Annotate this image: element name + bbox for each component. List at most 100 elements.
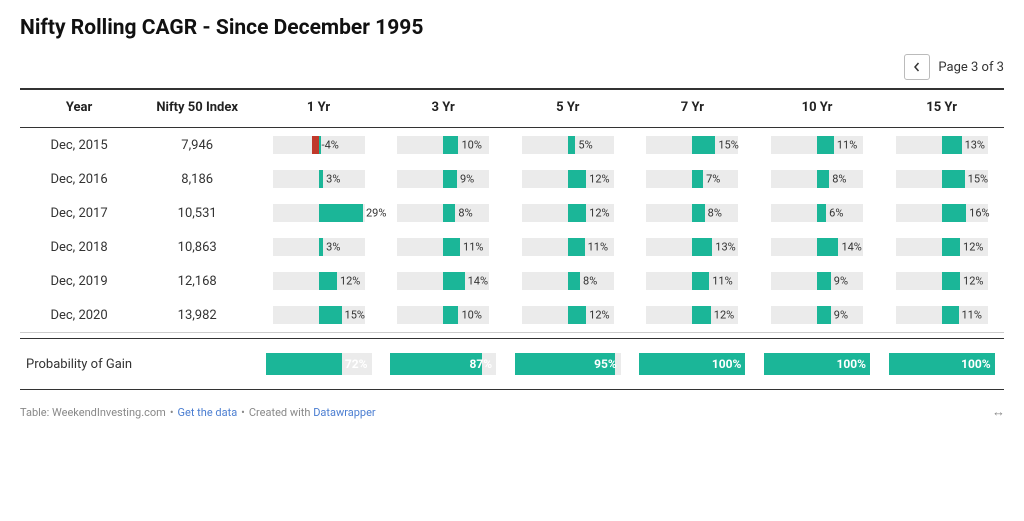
cell-bar: 29%: [256, 196, 381, 230]
footer-sep: •: [241, 406, 245, 419]
cell-year: Dec, 2017: [20, 196, 138, 230]
col-3yr: 3 Yr: [381, 89, 506, 128]
mini-bar-label: 8%: [832, 173, 846, 186]
cell-bar: 14%: [381, 264, 506, 298]
mini-bar-label: 11%: [463, 241, 483, 254]
probability-bar: 95%: [515, 353, 621, 375]
probability-bar: 87%: [390, 353, 496, 375]
mini-bar-label: 11%: [712, 275, 732, 288]
mini-bar-label: 3%: [326, 241, 340, 254]
mini-bar: 11%: [397, 238, 489, 256]
cell-index: 7,946: [138, 128, 256, 163]
probability-label: Probability of Gain: [20, 339, 138, 390]
probability-cell: 100%: [630, 339, 755, 390]
col-year: Year: [20, 89, 138, 128]
mini-bar-label: 9%: [834, 275, 848, 288]
mini-bar-label: 8%: [583, 275, 597, 288]
mini-bar: 9%: [771, 272, 863, 290]
probability-cell: 72%: [256, 339, 381, 390]
mini-bar-label: 29%: [366, 207, 386, 220]
probability-cell: 100%: [879, 339, 1004, 390]
mini-bar-label: 9%: [834, 309, 848, 322]
created-with-link[interactable]: Datawrapper: [313, 406, 375, 419]
probability-bar: 100%: [764, 353, 870, 375]
mini-bar: 11%: [771, 136, 863, 154]
col-10yr: 10 Yr: [755, 89, 880, 128]
cell-bar: 11%: [630, 264, 755, 298]
embed-icon[interactable]: ↔: [992, 404, 1004, 420]
mini-bar: 15%: [273, 306, 365, 324]
table-row: Dec, 20157,946-4%10%5%15%11%13%: [20, 128, 1004, 163]
mini-bar-label: 7%: [706, 173, 720, 186]
cell-bar: 12%: [505, 162, 630, 196]
cell-bar: 8%: [755, 162, 880, 196]
mini-bar-label: 5%: [578, 139, 592, 152]
cell-year: Dec, 2018: [20, 230, 138, 264]
mini-bar-label: 8%: [708, 207, 722, 220]
cell-bar: 8%: [505, 264, 630, 298]
get-data-link[interactable]: Get the data: [178, 406, 238, 419]
mini-bar-label: 11%: [588, 241, 608, 254]
mini-bar: 29%: [273, 204, 365, 222]
cell-year: Dec, 2019: [20, 264, 138, 298]
mini-bar: 13%: [896, 136, 988, 154]
mini-bar: 3%: [273, 170, 365, 188]
mini-bar: 12%: [646, 306, 738, 324]
mini-bar-label: -4%: [322, 139, 339, 152]
mini-bar: 8%: [646, 204, 738, 222]
cell-index: 12,168: [138, 264, 256, 298]
cell-bar: 9%: [755, 264, 880, 298]
mini-bar: 13%: [646, 238, 738, 256]
cell-bar: 12%: [256, 264, 381, 298]
probability-bar: 100%: [889, 353, 995, 375]
mini-bar: 10%: [397, 136, 489, 154]
mini-bar-label: 15%: [968, 173, 988, 186]
mini-bar-label: 15%: [345, 309, 365, 322]
mini-bar-label: 12%: [963, 241, 983, 254]
probability-bar: 100%: [639, 353, 745, 375]
mini-bar: 12%: [522, 204, 614, 222]
cell-bar: 13%: [879, 128, 1004, 163]
cell-bar: 12%: [879, 230, 1004, 264]
cell-bar: 11%: [755, 128, 880, 163]
probability-bar-label: 95%: [594, 357, 617, 371]
footer-source: WeekendInvesting.com: [52, 406, 166, 419]
mini-bar-label: 12%: [963, 275, 983, 288]
cell-year: Dec, 2016: [20, 162, 138, 196]
cell-index: 10,863: [138, 230, 256, 264]
table-row: Dec, 201810,863 3% 11% 11% 13% 14% 12%: [20, 230, 1004, 264]
footer-sep: •: [170, 406, 174, 419]
mini-bar-label: 8%: [458, 207, 472, 220]
cell-bar: 6%: [755, 196, 880, 230]
mini-bar-label: 11%: [962, 309, 982, 322]
mini-bar: 6%: [771, 204, 863, 222]
col-15yr: 15 Yr: [879, 89, 1004, 128]
mini-bar: 7%: [646, 170, 738, 188]
mini-bar: 11%: [646, 272, 738, 290]
mini-bar: 14%: [771, 238, 863, 256]
mini-bar: 9%: [397, 170, 489, 188]
cell-index: 13,982: [138, 298, 256, 333]
cell-bar: 12%: [630, 298, 755, 333]
mini-bar: 15%: [896, 170, 988, 188]
probability-cell: 100%: [755, 339, 880, 390]
cell-bar: 5%: [505, 128, 630, 163]
mini-bar-label: 11%: [837, 139, 857, 152]
cell-bar: 15%: [879, 162, 1004, 196]
probability-cell: 87%: [381, 339, 506, 390]
col-index: Nifty 50 Index: [138, 89, 256, 128]
cell-bar: -4%: [256, 128, 381, 163]
footer-created-prefix: Created with: [249, 406, 313, 419]
table-header-row: Year Nifty 50 Index 1 Yr 3 Yr 5 Yr 7 Yr …: [20, 89, 1004, 128]
mini-bar: 15%: [646, 136, 738, 154]
table-row: Dec, 20168,1863%9%12%7%8%15%: [20, 162, 1004, 196]
mini-bar: 12%: [896, 238, 988, 256]
mini-bar-label: 16%: [969, 207, 989, 220]
mini-bar-label: 13%: [965, 139, 985, 152]
table-row: Dec, 202013,98215%10%12%12%9%11%: [20, 298, 1004, 333]
mini-bar: 16%: [896, 204, 988, 222]
pager-prev-button[interactable]: [904, 54, 930, 80]
pager: Page 3 of 3: [20, 54, 1004, 80]
mini-bar: 11%: [896, 306, 988, 324]
mini-bar-label: 12%: [589, 173, 609, 186]
